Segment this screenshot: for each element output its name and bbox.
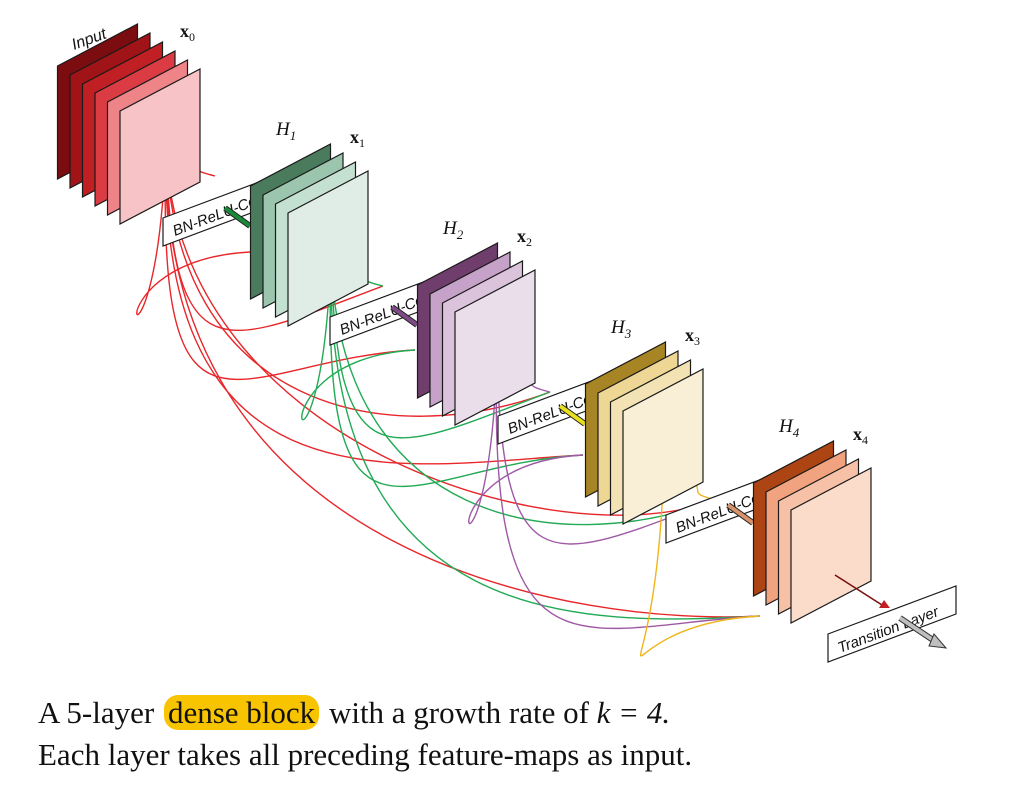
- connection-x0-to-layer1-lower: [136, 141, 251, 316]
- layer-2-feature-map-3: [454, 269, 536, 426]
- connection-x1-to-layer4-lower: [330, 251, 761, 620]
- layer-4-feature-map-3: [790, 467, 872, 624]
- x-label-0: x0: [180, 21, 195, 44]
- h-label-1: H1: [275, 119, 296, 143]
- layer-4-arrow: [726, 503, 755, 525]
- transition-out-arrowhead: [928, 633, 948, 649]
- layer-0: x0: [56, 21, 201, 225]
- h-label-3: H3: [610, 317, 632, 341]
- connection-x1-to-layer4-upper: [330, 251, 717, 526]
- layer-1-feature-map-3: [287, 170, 369, 327]
- layer-2-arrow: [390, 305, 419, 327]
- x-label-3: x3: [685, 325, 700, 348]
- caption-growth-rate-text: with a growth rate of: [328, 695, 589, 730]
- caption-highlight-dense-block: dense block: [163, 695, 320, 730]
- caption-prefix: A 5-layer: [38, 695, 155, 730]
- connection-x2-to-layer3-lower: [468, 354, 584, 525]
- caption-growth-rate-value: k = 4.: [596, 695, 671, 730]
- layer-1-arrow: [223, 206, 252, 228]
- x4-to-transition-arrowhead: [879, 600, 890, 608]
- connection-x3-to-layer4-lower: [639, 462, 761, 657]
- h-label-4: H4: [778, 416, 800, 440]
- transition-layer-box: [827, 585, 957, 663]
- connection-x0-to-layer3-lower: [165, 141, 584, 465]
- connection-x1-to-layer3-lower: [329, 251, 584, 487]
- layer-3-feature-map-3: [622, 368, 704, 525]
- connection-x2-to-layer4-lower: [495, 354, 761, 630]
- layer-3-arrow: [558, 404, 587, 426]
- transition-out-arrow: [898, 616, 938, 644]
- connection-x0-to-layer4-lower: [165, 141, 761, 618]
- caption-line-2: Each layer takes all preceding feature-m…: [38, 737, 693, 772]
- x4-to-transition-arrow: [834, 574, 883, 606]
- x-label-4: x4: [853, 424, 868, 447]
- caption-line-1: A 5-layer dense block with a growth rate…: [38, 694, 670, 732]
- h-label-2: H2: [442, 218, 464, 242]
- x-label-2: x2: [517, 226, 532, 249]
- x-label-1: x1: [350, 127, 365, 150]
- connection-x1-to-layer2-lower: [301, 251, 416, 421]
- layer-0-feature-map-5: [119, 68, 201, 225]
